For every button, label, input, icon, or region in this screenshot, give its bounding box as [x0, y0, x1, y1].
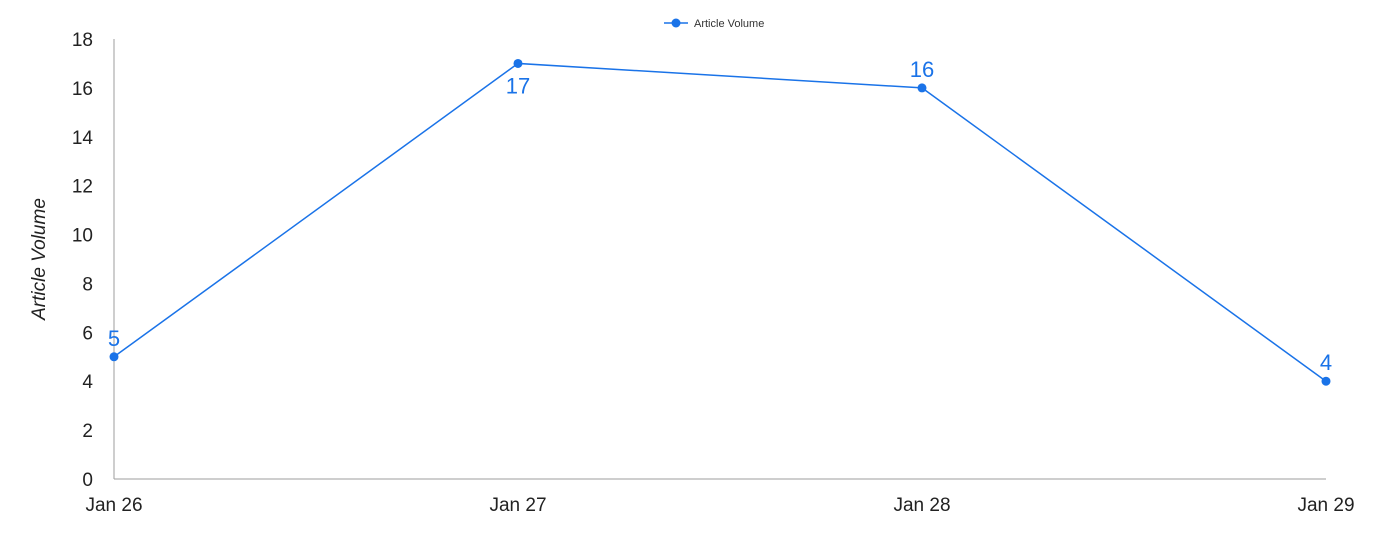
data-label: 17 [506, 73, 530, 98]
data-point [109, 352, 119, 362]
y-axis-title: Article Volume [29, 198, 50, 321]
data-label: 16 [910, 57, 934, 82]
x-tick-label: Jan 27 [489, 495, 546, 516]
y-tick-label: 18 [72, 30, 93, 51]
data-point [513, 58, 523, 68]
x-tick-label: Jan 29 [1297, 495, 1354, 516]
legend-label: Article Volume [694, 18, 764, 30]
y-tick-label: 2 [82, 421, 93, 442]
x-tick-label: Jan 28 [893, 495, 950, 516]
y-tick-label: 4 [82, 372, 93, 393]
data-point [1321, 376, 1331, 386]
series-line [113, 62, 1327, 382]
y-tick-label: 12 [72, 177, 93, 198]
data-label: 5 [108, 326, 120, 351]
y-tick-label: 14 [72, 128, 94, 149]
x-tick-label: Jan 26 [85, 495, 142, 516]
y-tick-label: 8 [82, 274, 93, 295]
y-tick-label: 6 [82, 323, 93, 344]
legend-point-marker [671, 18, 681, 28]
y-tick-label: 16 [72, 79, 93, 100]
data-point [917, 83, 927, 93]
y-tick-label: 0 [82, 470, 93, 491]
y-axis: 0 2 4 6 8 10 12 14 16 18 [72, 30, 115, 491]
plot-area: 5 17 16 4 [108, 57, 1332, 386]
x-axis: Jan 26 Jan 27 Jan 28 Jan 29 [85, 478, 1355, 516]
legend: Article Volume [664, 18, 764, 30]
y-tick-label: 10 [72, 226, 93, 247]
data-label: 4 [1320, 350, 1332, 375]
